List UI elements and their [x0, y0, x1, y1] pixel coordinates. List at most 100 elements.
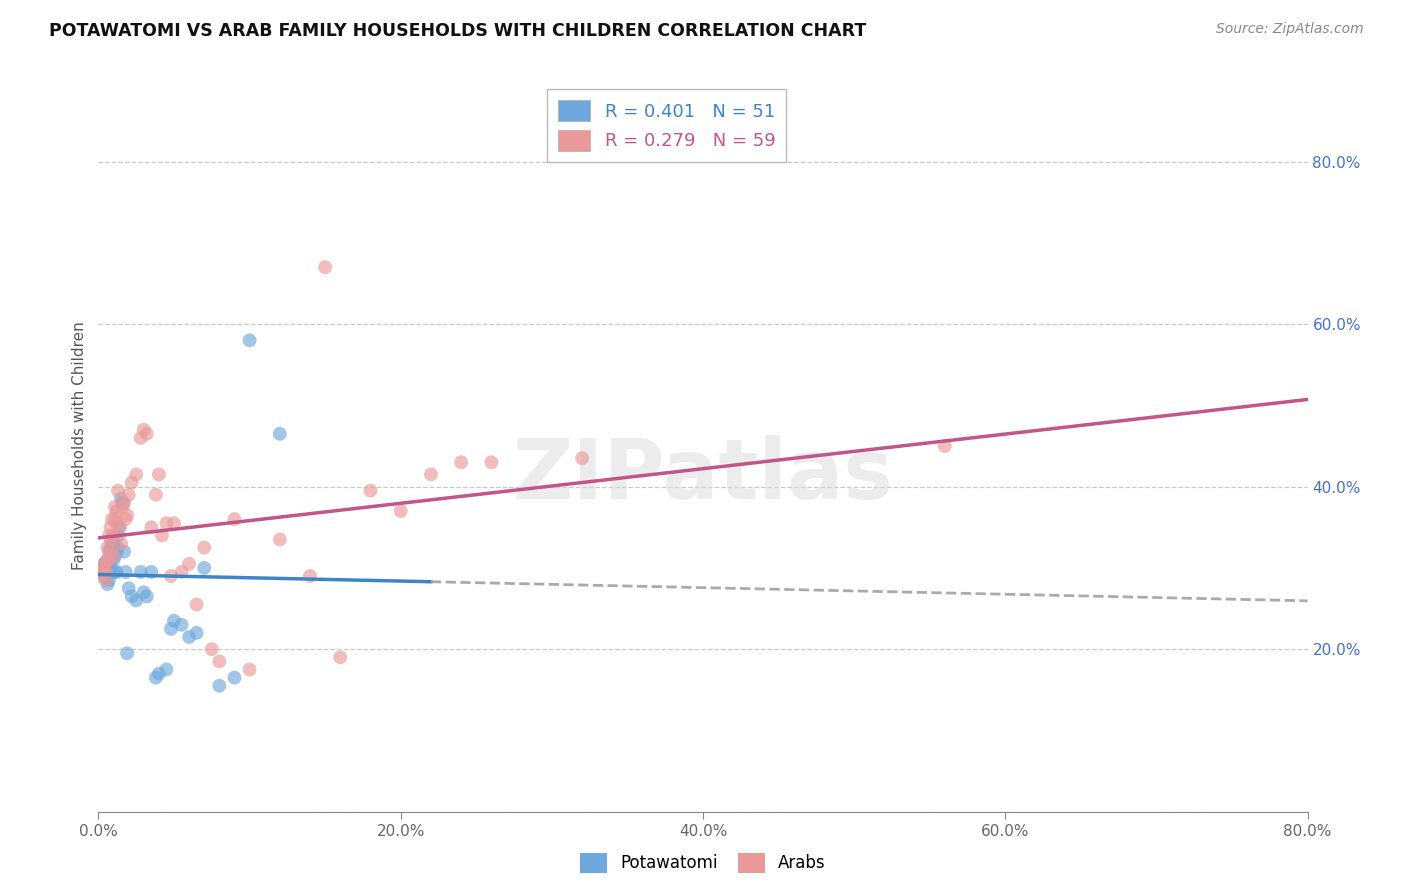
Point [132, 423, 155, 437]
Point [125, 467, 148, 482]
Point [114, 565, 136, 579]
Point [101, 512, 124, 526]
Point [141, 565, 163, 579]
Point [571, 451, 593, 466]
Point [107, 483, 129, 498]
Point [118, 581, 141, 595]
Point [121, 475, 143, 490]
Point [224, 671, 246, 685]
Point [141, 520, 163, 534]
Point [163, 516, 186, 531]
Point [103, 549, 125, 563]
Point [129, 431, 152, 445]
Point [103, 536, 125, 550]
Point [329, 650, 352, 665]
Point [201, 642, 224, 657]
Point [110, 491, 132, 506]
Point [193, 541, 215, 555]
Point [110, 536, 132, 550]
Point [239, 663, 262, 677]
Point [100, 544, 122, 558]
Point [96, 541, 118, 555]
Point [389, 504, 412, 518]
Point [148, 666, 170, 681]
Point [103, 553, 125, 567]
Point [208, 654, 231, 668]
Point [98, 573, 121, 587]
Point [98, 553, 121, 567]
Point [91, 561, 114, 575]
Point [155, 663, 177, 677]
Point [193, 561, 215, 575]
Point [155, 516, 177, 531]
Point [239, 334, 262, 348]
Point [135, 590, 157, 604]
Point [105, 504, 128, 518]
Point [135, 426, 157, 441]
Point [100, 553, 122, 567]
Point [160, 622, 183, 636]
Point [100, 520, 122, 534]
Point [108, 520, 131, 534]
Point [100, 533, 122, 547]
Point [101, 565, 124, 579]
Point [145, 488, 167, 502]
Point [269, 533, 291, 547]
Point [93, 569, 115, 583]
Point [481, 455, 503, 469]
Text: ZIPatlas: ZIPatlas [513, 434, 893, 516]
Point [94, 565, 117, 579]
Point [100, 541, 122, 555]
Point [93, 557, 115, 571]
Point [104, 500, 127, 514]
Point [115, 646, 138, 660]
Point [186, 598, 208, 612]
Point [91, 561, 114, 575]
Point [103, 528, 125, 542]
Point [132, 585, 155, 599]
Point [115, 508, 138, 522]
Point [121, 590, 143, 604]
Point [150, 528, 173, 542]
Point [186, 626, 208, 640]
Point [98, 528, 121, 542]
Point [224, 512, 246, 526]
Point [93, 565, 115, 579]
Point [179, 630, 201, 644]
Point [111, 496, 134, 510]
Point [145, 671, 167, 685]
Point [112, 544, 135, 558]
Point [314, 260, 336, 275]
Point [104, 565, 127, 579]
Point [360, 483, 382, 498]
Point [94, 573, 117, 587]
Point [111, 500, 134, 514]
Point [114, 512, 136, 526]
Point [107, 541, 129, 555]
Point [420, 467, 443, 482]
Point [94, 565, 117, 579]
Point [98, 544, 121, 558]
Point [208, 679, 231, 693]
Point [105, 544, 128, 558]
Point [96, 565, 118, 579]
Point [101, 549, 124, 563]
Point [104, 549, 127, 563]
Point [934, 439, 956, 453]
Point [104, 512, 127, 526]
Point [107, 528, 129, 542]
Point [170, 565, 193, 579]
Point [269, 426, 291, 441]
Point [299, 569, 322, 583]
Point [170, 617, 193, 632]
Point [94, 554, 117, 568]
Point [105, 516, 128, 531]
Point [129, 565, 152, 579]
Point [98, 553, 121, 567]
Point [108, 520, 131, 534]
Point [148, 467, 170, 482]
Point [100, 561, 122, 575]
Point [96, 553, 118, 567]
Point [160, 569, 183, 583]
Point [90, 569, 112, 583]
